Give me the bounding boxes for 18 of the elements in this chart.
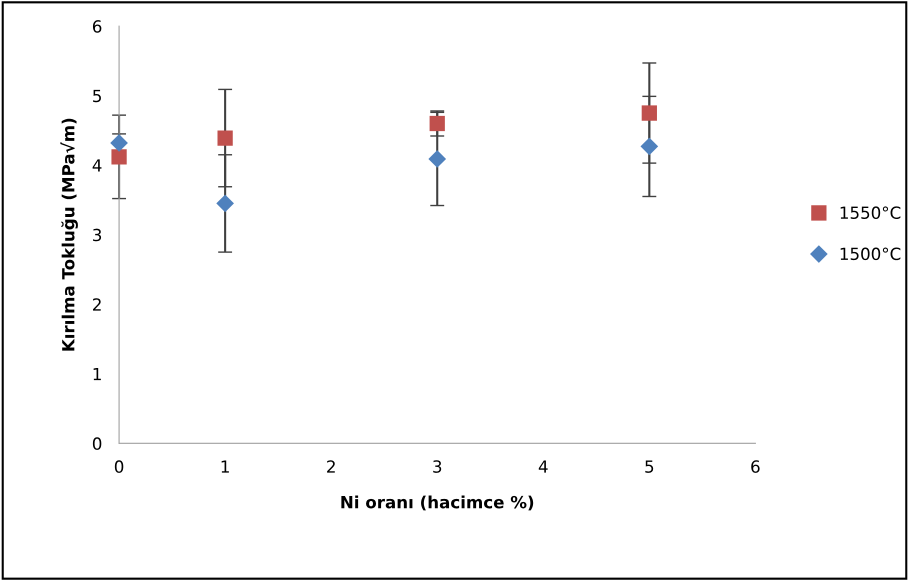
x-tick-label: 5 (645, 460, 654, 473)
legend-label: 1500°C (840, 248, 900, 260)
x-tick-label: 4 (538, 460, 548, 473)
y-tick-label: 4 (92, 159, 102, 172)
x-tick-label: 1 (222, 460, 229, 473)
x-tick-label: 3 (433, 460, 442, 473)
x-tick-label: 6 (751, 460, 760, 473)
x-tick-label: 0 (114, 460, 124, 473)
y-tick-label: 6 (92, 20, 102, 33)
y-tick-label: 2 (93, 298, 101, 311)
y-tick-label: 5 (93, 90, 101, 102)
y-tick-label: 3 (93, 228, 102, 242)
x-axis-title: Ni oranı (hacimce %) (341, 496, 534, 510)
y-tick-label: 1 (94, 368, 101, 380)
x-tick-label: 2 (327, 460, 335, 473)
y-tick-label: 0 (92, 437, 102, 450)
legend-label: 1550°C (840, 206, 900, 219)
y-axis-title: Kırılma Tokluğu (MPa√m) (60, 118, 78, 351)
